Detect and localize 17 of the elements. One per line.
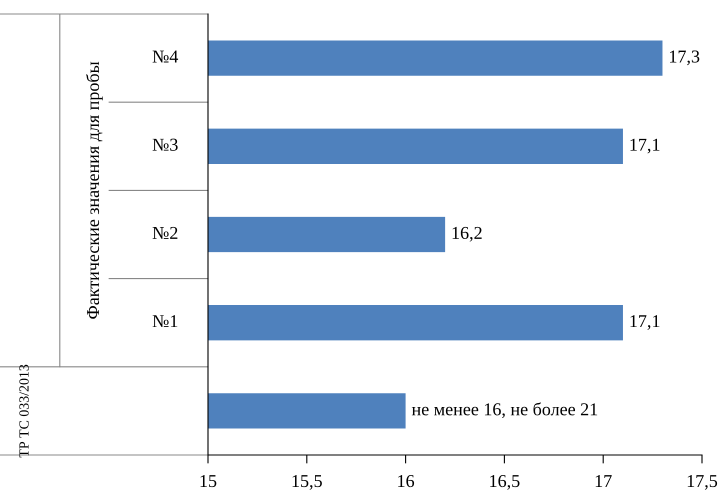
data-label: 16,2 — [452, 226, 482, 242]
data-label: 17,1 — [630, 315, 660, 330]
y-tick-label: №4 — [152, 50, 178, 62]
x-tick-label: 16,5 — [490, 475, 520, 490]
text: Фактические значения для пробы — [86, 62, 103, 319]
text: ТР ТС 033/2013 — [19, 364, 29, 458]
y-tick-label: №3 — [152, 138, 178, 151]
x-tick-label: 15,5 — [292, 475, 322, 490]
x-tick-label: 16 — [398, 475, 414, 488]
x-tick-label: 15 — [200, 475, 216, 488]
data-label: не менее 16, не более 21 — [412, 402, 598, 418]
data-label: 17,1 — [630, 138, 660, 154]
data-label: 17,3 — [670, 50, 700, 66]
x-tick-label: 17,5 — [688, 475, 718, 490]
y-tick-label: №1 — [152, 315, 178, 328]
y-tick-label: №2 — [152, 226, 178, 239]
x-tick-label: 17 — [596, 475, 612, 487]
